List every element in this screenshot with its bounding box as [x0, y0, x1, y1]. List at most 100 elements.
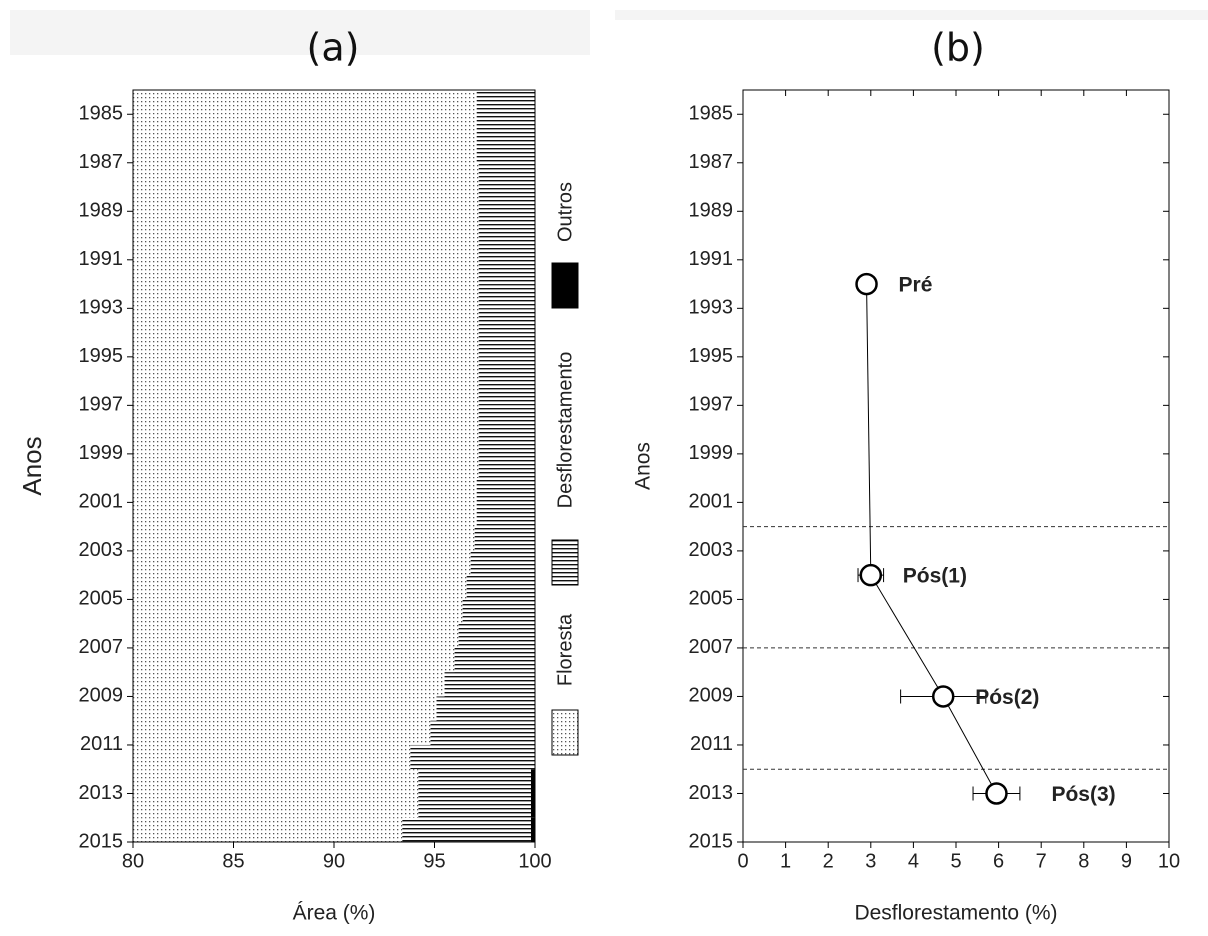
- point: [931, 685, 955, 708]
- bar-segment: [418, 793, 531, 818]
- y-tick-label: 1993: [689, 297, 734, 319]
- bar-segment: [478, 381, 535, 406]
- y-tick-label: 2013: [79, 782, 124, 804]
- panel-title: (b): [931, 26, 985, 70]
- bar-segment: [474, 526, 535, 551]
- bar-segment: [410, 744, 535, 770]
- bar-segment: [470, 550, 535, 576]
- y-axis-label: Anos: [17, 436, 47, 495]
- bar-segment: [133, 332, 479, 357]
- x-tick-label: 95: [423, 850, 445, 872]
- bar-segment: [133, 284, 479, 309]
- bar-segment: [133, 526, 475, 551]
- point-label: Pré: [899, 274, 933, 297]
- y-tick-label: 1993: [79, 297, 124, 319]
- bar-segment: [133, 356, 479, 382]
- point: [985, 782, 1008, 805]
- y-tick-label: 2005: [79, 588, 124, 610]
- bar-segment: [462, 599, 535, 624]
- y-tick-label: 1987: [689, 151, 734, 173]
- bar-segment: [430, 720, 535, 745]
- bar-segment: [478, 453, 535, 479]
- bar-segment: [478, 211, 535, 236]
- bar-segment: [133, 502, 477, 527]
- y-tick-label: 2003: [79, 539, 124, 561]
- bar-segment: [133, 744, 411, 770]
- y-tick-label: 1985: [79, 103, 124, 125]
- legend-swatch: [551, 539, 579, 586]
- y-tick-label: 1989: [689, 200, 734, 222]
- legend-label: Outros: [554, 182, 576, 242]
- x-tick-label: 1: [780, 850, 791, 872]
- bar-segment: [133, 90, 477, 115]
- bar-segment: [478, 235, 535, 260]
- bar-segment: [133, 308, 479, 333]
- x-tick-label: 3: [865, 850, 876, 872]
- bar-segment: [466, 575, 535, 600]
- bar-segment: [133, 575, 467, 600]
- legend-label: Floresta: [554, 613, 576, 686]
- bar-segment: [133, 550, 471, 576]
- bar-segment: [478, 308, 535, 333]
- x-tick-label: 0: [737, 850, 748, 872]
- bar-segment: [530, 793, 535, 818]
- bar-segment: [133, 453, 479, 479]
- legend-swatch: [551, 709, 579, 756]
- bar-segment: [133, 793, 419, 818]
- bar-segment: [133, 211, 479, 236]
- x-tick-label: 90: [323, 850, 345, 872]
- y-tick-label: 2007: [689, 636, 734, 658]
- x-axis-label: Área (%): [293, 902, 376, 925]
- x-tick-label: 4: [908, 850, 919, 872]
- point: [859, 563, 883, 587]
- legend-swatch: [551, 262, 579, 309]
- bar-segment: [133, 187, 479, 212]
- x-tick-label: 10: [1158, 850, 1180, 872]
- x-axis-label: Desflorestamento (%): [854, 902, 1057, 925]
- plot-frame: [742, 89, 1170, 843]
- bar-segment: [444, 672, 535, 697]
- bar-segment: [133, 478, 477, 503]
- y-tick-label: 1997: [79, 394, 124, 416]
- y-tick-label: 1991: [689, 248, 734, 270]
- bar-segment: [458, 623, 535, 648]
- plot-frame: [132, 89, 536, 843]
- legend-label: Desflorestamento: [554, 352, 576, 509]
- bar-segment: [478, 356, 535, 382]
- y-axis-label: Anos: [632, 442, 655, 490]
- bar-segment: [476, 90, 535, 115]
- bar-segment: [133, 259, 479, 285]
- bar-segment: [478, 162, 535, 188]
- bar-segment: [478, 259, 535, 285]
- y-tick-label: 1997: [689, 394, 734, 416]
- bar-segment: [530, 769, 535, 794]
- y-tick-label: 2001: [79, 491, 124, 513]
- y-tick-label: 1987: [79, 151, 124, 173]
- x-tick-label: 5: [950, 850, 961, 872]
- bar-segment: [418, 769, 531, 794]
- y-tick-label: 1999: [689, 442, 734, 464]
- x-tick-label: 8: [1078, 850, 1089, 872]
- y-tick-label: 2003: [689, 539, 734, 561]
- point-label: Pós(2): [975, 686, 1039, 709]
- bar-segment: [133, 647, 455, 673]
- bar-segment: [133, 381, 479, 406]
- bar-segment: [478, 405, 535, 430]
- y-tick-label: 2009: [79, 685, 124, 707]
- x-tick-label: 2: [823, 850, 834, 872]
- x-tick-label: 85: [222, 850, 244, 872]
- panel-title: (a): [307, 26, 360, 70]
- x-tick-label: 7: [1036, 850, 1047, 872]
- y-tick-label: 2013: [689, 782, 734, 804]
- bar-segment: [133, 599, 463, 624]
- trend-line: [866, 284, 997, 794]
- y-tick-label: 2001: [689, 491, 734, 513]
- y-tick-label: 1999: [79, 442, 124, 464]
- bar-segment: [478, 187, 535, 212]
- bar-segment: [133, 672, 445, 697]
- bar-segment: [133, 138, 477, 163]
- bar-segment: [133, 720, 431, 745]
- x-tick-label: 100: [518, 850, 551, 872]
- point: [855, 272, 878, 296]
